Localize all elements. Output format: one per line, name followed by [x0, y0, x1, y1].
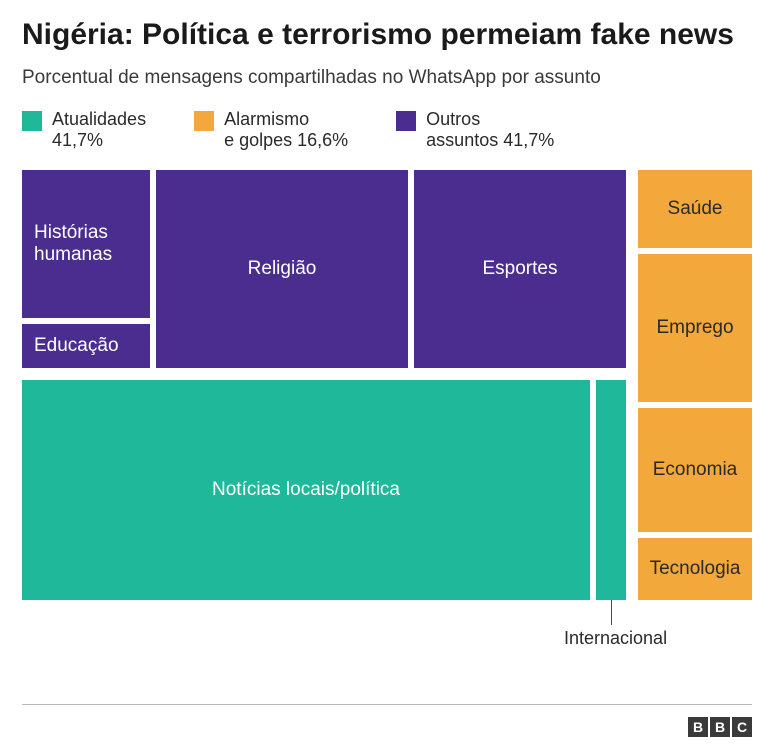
legend-swatch [194, 111, 214, 131]
legend-swatch [396, 111, 416, 131]
legend-label: Alarmismoe golpes 16,6% [224, 109, 348, 152]
legend-item: Alarmismoe golpes 16,6% [194, 109, 348, 152]
legend-label: Atualidades41,7% [52, 109, 146, 152]
footer-divider [22, 704, 752, 705]
treemap-cell-religiao: Religião [156, 170, 408, 368]
treemap-cell-historias: Histórias humanas [22, 170, 150, 318]
treemap-cell-tecnologia: Tecnologia [638, 538, 752, 600]
legend: Atualidades41,7% Alarmismoe golpes 16,6% O… [22, 109, 752, 152]
logo-letter: C [732, 717, 752, 737]
logo-letter: B [688, 717, 708, 737]
legend-item: Outrosassuntos 41,7% [396, 109, 554, 152]
treemap-cell-educacao: Educação [22, 324, 150, 368]
logo-letter: B [710, 717, 730, 737]
treemap-cell-emprego: Emprego [638, 254, 752, 402]
treemap-cell-noticias: Notícias locais/política [22, 380, 590, 600]
treemap-cell-economia: Economia [638, 408, 752, 532]
treemap-cell-internacional [596, 380, 626, 600]
bbc-logo: BBC [688, 717, 752, 737]
legend-swatch [22, 111, 42, 131]
legend-item: Atualidades41,7% [22, 109, 146, 152]
chart-subtitle: Porcentual de mensagens compartilhadas n… [22, 67, 752, 89]
treemap: Histórias humanas EducaçãoReligiãoEsporte… [22, 170, 752, 600]
legend-label: Outrosassuntos 41,7% [426, 109, 554, 152]
pointer-line [611, 600, 612, 625]
chart-title: Nigéria: Política e terrorismo permeiam … [22, 18, 752, 53]
treemap-cell-saude: Saúde [638, 170, 752, 248]
pointer-label: Internacional [564, 628, 667, 649]
treemap-cell-esportes: Esportes [414, 170, 626, 368]
